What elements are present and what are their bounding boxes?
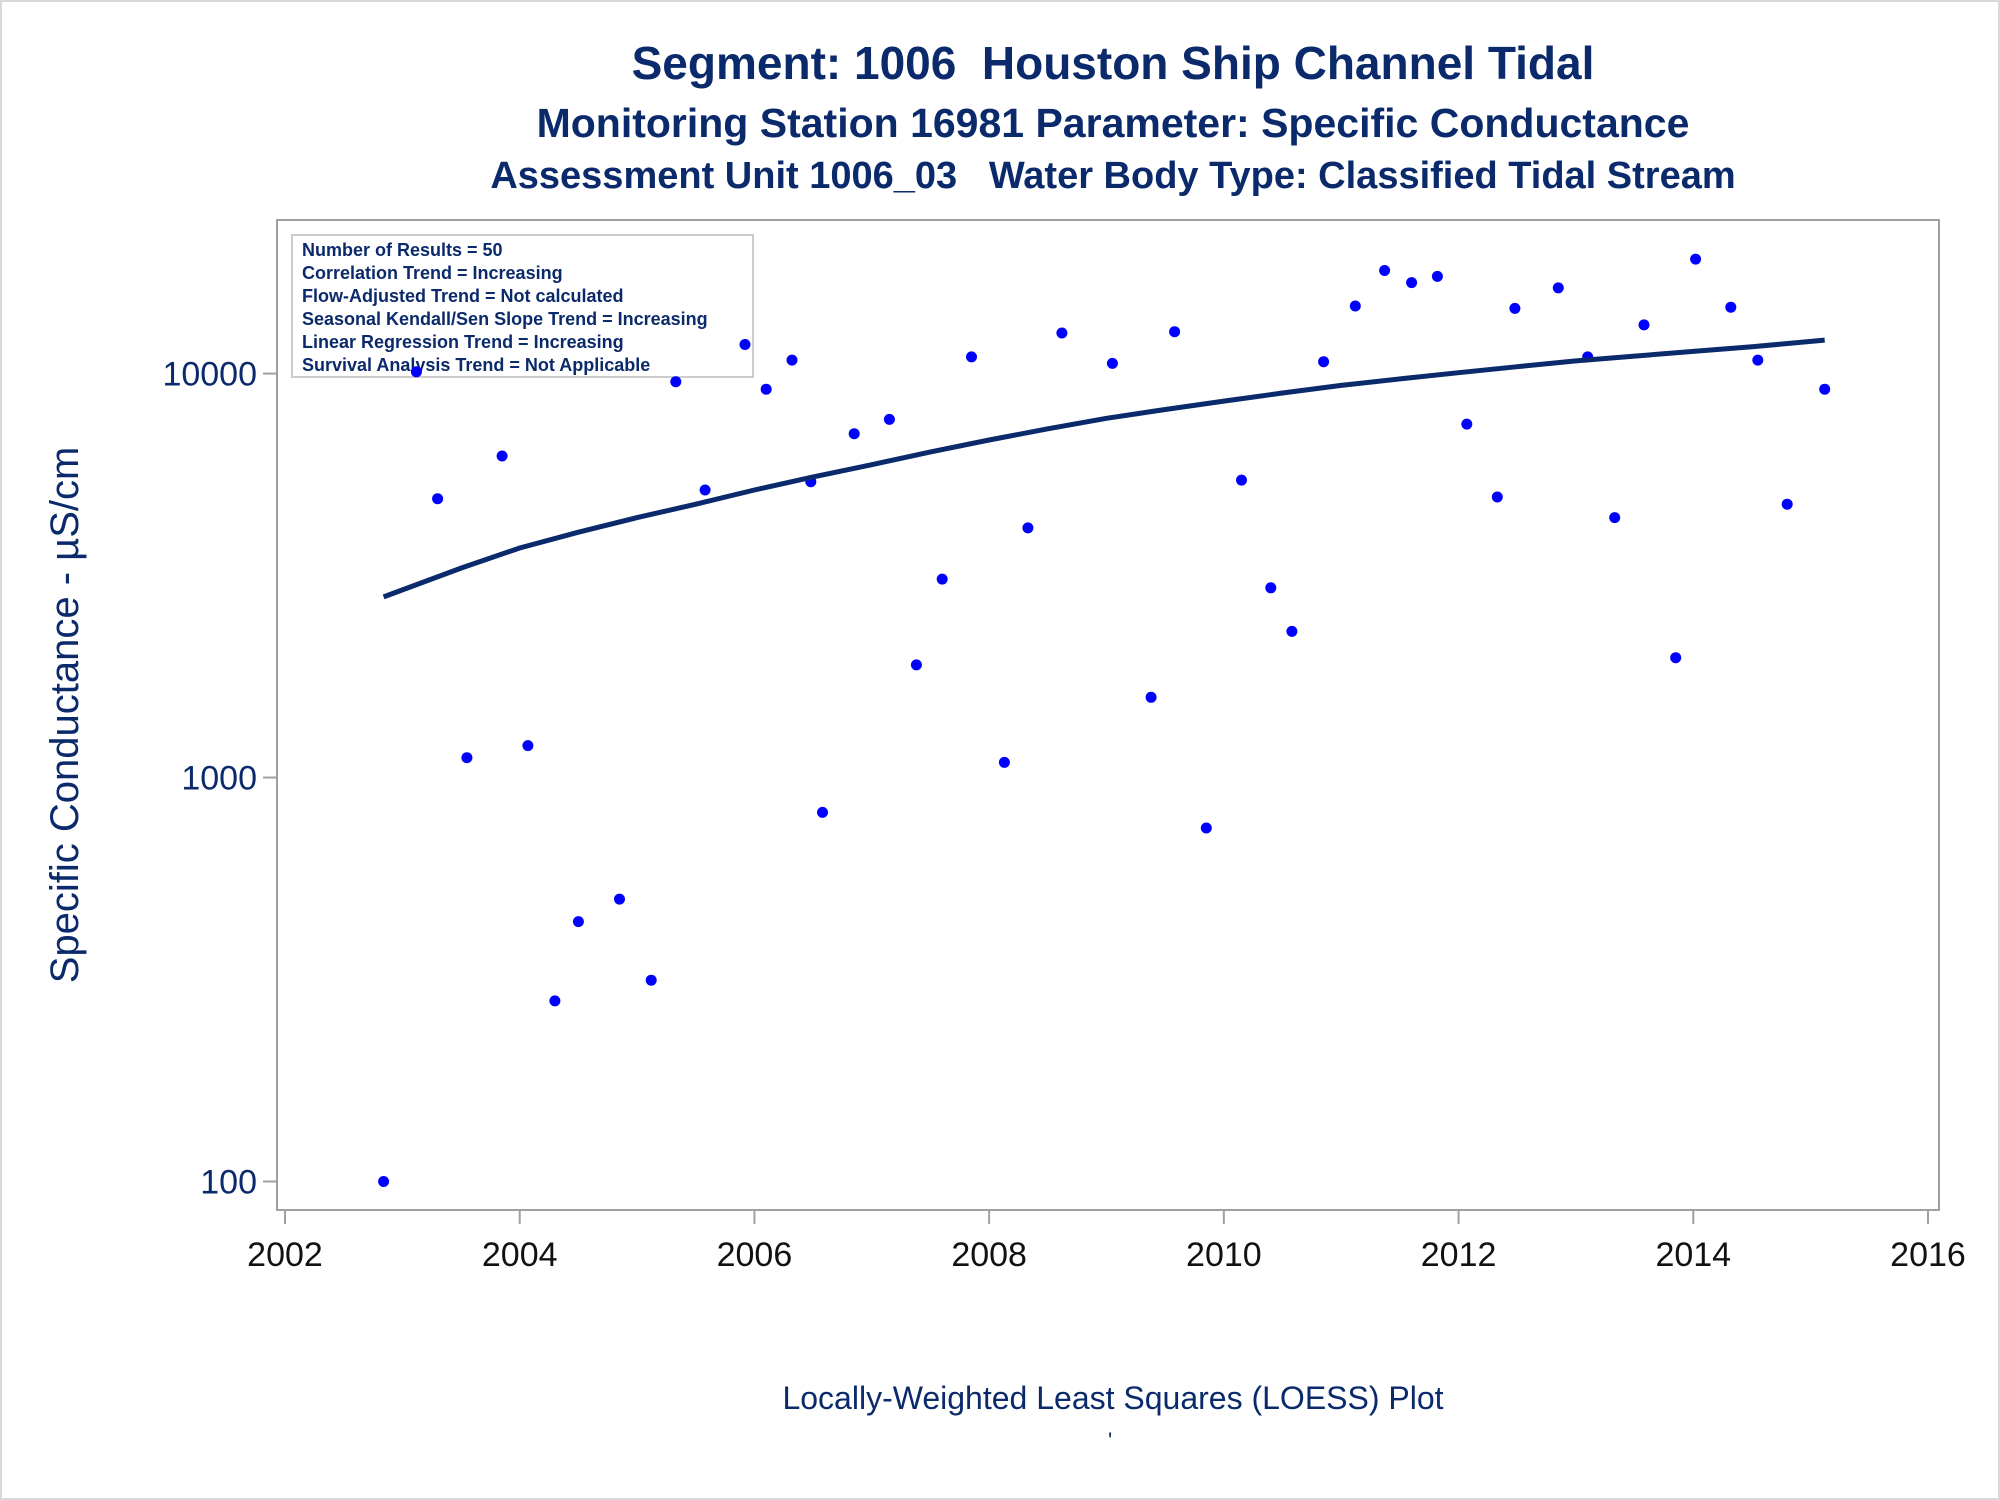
x-axis: 2002 2004 2006 2008 2010 2012 2014 2016 <box>247 1210 1966 1274</box>
x-tick-label: 2006 <box>717 1236 793 1274</box>
chart-subtitle-station: Monitoring Station 16981 Parameter: Spec… <box>536 100 1690 146</box>
chart-subtitle-assessment: Assessment Unit 1006_03 Water Body Type:… <box>490 155 1736 197</box>
data-point <box>739 339 751 350</box>
x-tick-label: 2016 <box>1890 1236 1966 1274</box>
stats-line: Seasonal Kendall/Sen Slope Trend = Incre… <box>302 309 708 329</box>
data-point <box>1406 277 1418 289</box>
stats-box: Number of Results = 50 Correlation Trend… <box>291 234 754 378</box>
stats-line: Number of Results = 50 <box>302 240 503 260</box>
loess-trend-line <box>382 337 1825 600</box>
data-point <box>699 484 711 496</box>
data-point <box>1236 474 1247 486</box>
data-point <box>1609 512 1621 524</box>
data-point <box>786 354 798 366</box>
data-point <box>1431 270 1443 282</box>
data-point <box>1819 383 1831 395</box>
data-point <box>670 376 682 388</box>
data-point <box>760 383 772 395</box>
y-tick-label: 100 <box>200 1163 257 1201</box>
data-point <box>645 974 657 986</box>
stats-line: Flow-Adjusted Trend = Not calculated <box>302 286 624 306</box>
x-tick-label: 2008 <box>951 1236 1027 1274</box>
x-tick-label: 2002 <box>247 1236 323 1274</box>
x-tick-label: 2012 <box>1421 1236 1497 1274</box>
data-point <box>1169 326 1181 338</box>
data-point <box>1461 418 1473 430</box>
data-point <box>522 740 534 752</box>
y-axis-label: Specific Conductance - µS/cm <box>43 447 87 984</box>
data-point <box>848 428 860 440</box>
data-point <box>1145 691 1157 703</box>
data-point <box>1265 582 1277 594</box>
data-point <box>1690 253 1702 265</box>
data-point <box>572 916 584 928</box>
data-point <box>461 752 473 764</box>
data-point <box>1379 265 1391 276</box>
data-point <box>1781 498 1793 510</box>
series-points <box>378 253 1831 1187</box>
data-point <box>1022 522 1034 534</box>
data-point <box>883 413 895 425</box>
data-point <box>1725 301 1737 313</box>
stats-line: Survival Analysis Trend = Not Applicable <box>302 355 650 375</box>
data-point <box>1200 822 1212 834</box>
data-point <box>410 366 422 378</box>
data-point <box>1509 302 1521 314</box>
stats-line: Linear Regression Trend = Increasing <box>302 332 624 352</box>
data-point <box>1491 491 1503 503</box>
data-point <box>1318 356 1330 368</box>
y-tick-label: 1000 <box>181 760 257 798</box>
plot-area <box>276 219 1940 1211</box>
data-point <box>1638 319 1650 331</box>
data-point <box>614 893 625 905</box>
data-point <box>1286 625 1298 637</box>
plot-caption: Locally-Weighted Least Squares (LOESS) P… <box>782 1380 1444 1416</box>
y-tick-label: 10000 <box>162 356 257 394</box>
data-point <box>1670 652 1682 664</box>
data-point <box>1752 354 1764 366</box>
y-axis: 100 1000 10000 <box>162 356 277 1201</box>
x-tick-label: 2010 <box>1186 1236 1262 1274</box>
x-tick-label: 2004 <box>482 1236 558 1274</box>
data-point <box>817 806 828 818</box>
chart-title: Segment: 1006 Houston Ship Channel Tidal <box>631 37 1595 89</box>
data-point <box>1056 327 1068 339</box>
data-point <box>496 450 508 462</box>
stats-box-border <box>291 234 754 378</box>
data-point <box>910 659 922 671</box>
data-point <box>432 493 444 505</box>
data-point <box>936 573 948 585</box>
data-point <box>1106 357 1118 369</box>
stats-line: Correlation Trend = Increasing <box>302 263 563 283</box>
caption-mark: ' <box>1108 1428 1113 1453</box>
data-point <box>966 351 977 363</box>
data-point <box>378 1176 390 1187</box>
x-tick-label: 2014 <box>1655 1236 1731 1274</box>
data-point <box>1552 282 1564 294</box>
data-point <box>1349 300 1361 312</box>
data-point <box>549 995 561 1007</box>
data-point <box>998 756 1010 768</box>
